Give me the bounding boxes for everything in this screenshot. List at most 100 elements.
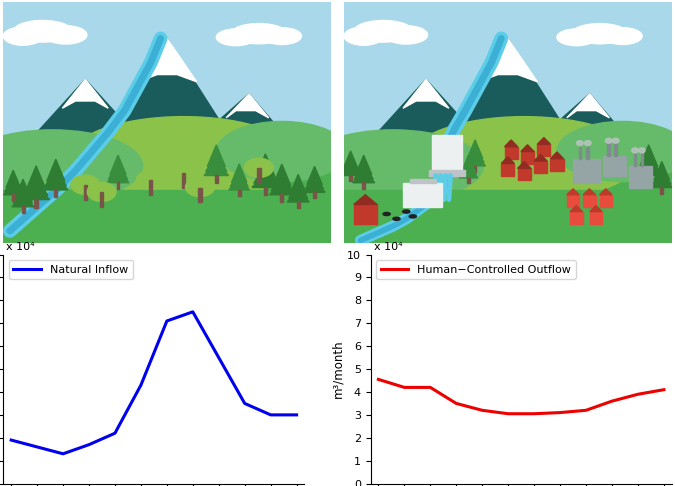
Polygon shape	[47, 159, 65, 181]
Ellipse shape	[632, 148, 639, 153]
Bar	[257, 168, 261, 183]
Ellipse shape	[216, 29, 256, 46]
Ellipse shape	[244, 158, 273, 177]
Polygon shape	[254, 165, 277, 183]
Polygon shape	[269, 182, 294, 195]
Bar	[550, 159, 564, 171]
Bar	[570, 211, 583, 224]
Ellipse shape	[136, 170, 165, 190]
Polygon shape	[3, 184, 23, 195]
Polygon shape	[464, 155, 485, 166]
Text: x 10⁴: x 10⁴	[374, 242, 402, 252]
Polygon shape	[204, 162, 229, 175]
Bar	[117, 182, 119, 189]
Ellipse shape	[354, 20, 413, 42]
Bar	[518, 168, 531, 180]
Polygon shape	[460, 162, 477, 175]
Bar	[603, 156, 626, 175]
Bar	[354, 205, 377, 224]
Polygon shape	[479, 38, 537, 82]
Bar	[647, 175, 650, 183]
Bar	[429, 170, 465, 175]
Polygon shape	[537, 138, 550, 144]
Polygon shape	[252, 173, 279, 188]
Polygon shape	[599, 189, 612, 195]
Polygon shape	[341, 165, 360, 175]
Bar	[521, 152, 534, 163]
Bar	[410, 179, 436, 183]
Polygon shape	[583, 189, 595, 195]
Polygon shape	[5, 178, 22, 191]
Polygon shape	[230, 172, 248, 187]
Polygon shape	[504, 140, 518, 147]
Polygon shape	[26, 166, 46, 190]
Ellipse shape	[585, 140, 591, 145]
Bar	[22, 207, 24, 213]
Bar	[587, 147, 589, 159]
Ellipse shape	[45, 26, 87, 44]
Polygon shape	[534, 155, 547, 161]
Bar	[12, 194, 15, 201]
Ellipse shape	[169, 163, 198, 182]
Ellipse shape	[385, 26, 427, 44]
Polygon shape	[290, 174, 306, 194]
Polygon shape	[518, 161, 531, 168]
Bar	[433, 135, 462, 171]
Ellipse shape	[410, 117, 639, 201]
Bar	[634, 154, 637, 166]
Polygon shape	[344, 151, 358, 168]
Legend: Natural Inflow: Natural Inflow	[9, 260, 133, 279]
Ellipse shape	[393, 217, 400, 220]
Polygon shape	[342, 159, 359, 173]
Bar	[280, 194, 284, 202]
Ellipse shape	[403, 210, 410, 213]
Bar	[264, 187, 267, 195]
Bar	[34, 199, 38, 208]
Ellipse shape	[87, 182, 116, 202]
Bar	[660, 187, 664, 194]
Polygon shape	[256, 154, 275, 178]
Polygon shape	[206, 155, 227, 172]
Ellipse shape	[69, 117, 298, 201]
Bar	[608, 144, 610, 156]
Polygon shape	[436, 38, 580, 152]
Ellipse shape	[0, 130, 142, 202]
Polygon shape	[403, 79, 449, 108]
Bar	[297, 202, 300, 208]
Polygon shape	[467, 140, 483, 158]
Polygon shape	[653, 170, 671, 184]
Bar	[537, 144, 550, 156]
Ellipse shape	[262, 28, 302, 45]
Bar	[504, 147, 518, 159]
Polygon shape	[306, 174, 323, 189]
Polygon shape	[226, 94, 269, 118]
Bar	[583, 195, 595, 207]
Polygon shape	[640, 145, 657, 167]
Ellipse shape	[639, 148, 645, 153]
Bar	[349, 175, 352, 181]
Bar	[474, 166, 477, 172]
Bar	[149, 180, 153, 195]
Ellipse shape	[605, 139, 612, 143]
Polygon shape	[567, 189, 579, 195]
Bar	[599, 195, 612, 207]
Bar	[313, 192, 316, 198]
Text: x 10⁴: x 10⁴	[6, 242, 35, 252]
Ellipse shape	[557, 29, 596, 46]
Polygon shape	[184, 94, 298, 152]
Polygon shape	[232, 164, 247, 182]
Polygon shape	[273, 164, 291, 186]
Bar	[467, 177, 470, 183]
Bar	[344, 190, 672, 243]
Polygon shape	[304, 181, 325, 192]
Bar	[590, 211, 602, 224]
Polygon shape	[45, 169, 66, 186]
Bar	[84, 185, 87, 200]
Polygon shape	[23, 185, 50, 200]
Ellipse shape	[344, 27, 383, 45]
Polygon shape	[289, 183, 308, 198]
Ellipse shape	[303, 130, 483, 202]
Polygon shape	[354, 195, 377, 205]
Polygon shape	[207, 145, 225, 167]
Bar	[578, 147, 581, 159]
